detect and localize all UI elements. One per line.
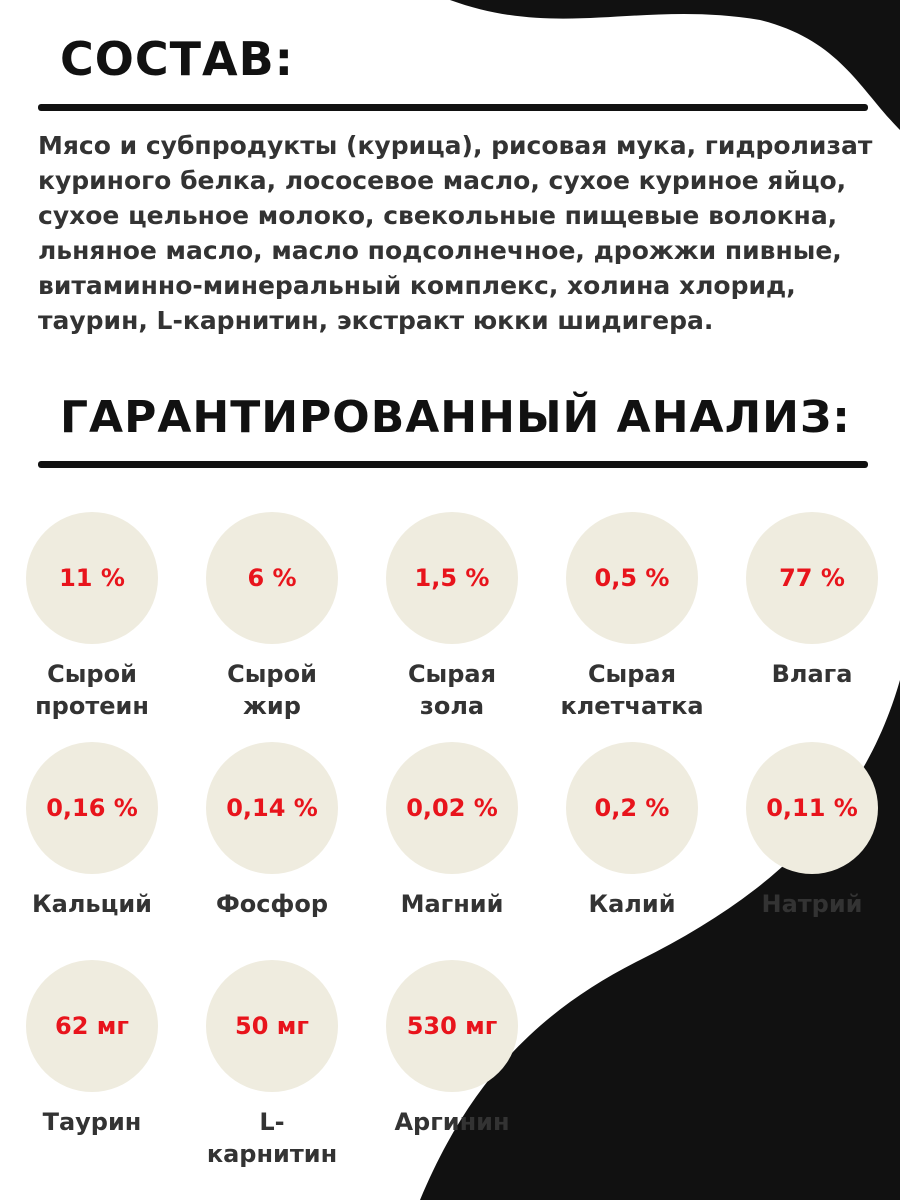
divider (38, 104, 868, 111)
item-label: Аргинин (394, 1108, 510, 1136)
composition-title: СОСТАВ: (60, 32, 295, 86)
analysis-title: ГАРАНТИРОВАННЫЙ АНАЛИЗ: (60, 392, 851, 443)
value-circle: 50 мг (206, 960, 338, 1092)
analysis-item: 0,5 % Сырая клетчатка (547, 512, 717, 722)
analysis-item: 530 мг Аргинин (367, 960, 537, 1138)
value-circle: 0,14 % (206, 742, 338, 874)
composition-text: Мясо и субпродукты (курица), рисовая мук… (38, 131, 873, 335)
value-circle: 0,11 % (746, 742, 878, 874)
analysis-item: 0,2 % Калий (547, 742, 717, 920)
item-label: Фосфор (216, 890, 328, 918)
analysis-item: 0,11 % Натрий (727, 742, 897, 920)
analysis-item: 50 мг L-карнитин (187, 960, 357, 1170)
value-circle: 6 % (206, 512, 338, 644)
analysis-item: 62 мг Таурин (7, 960, 177, 1138)
analysis-item: 77 % Влага (727, 512, 897, 690)
value-circle: 11 % (26, 512, 158, 644)
item-label: Влага (771, 660, 853, 688)
item-label: Кальций (32, 890, 152, 918)
item-label: Сырая зола (407, 660, 497, 720)
value-circle: 62 мг (26, 960, 158, 1092)
analysis-item: 1,5 % Сырая зола (367, 512, 537, 722)
analysis-item: 11 % Сырой протеин (7, 512, 177, 722)
analysis-item: 0,02 % Магний (367, 742, 537, 920)
value-circle: 0,5 % (566, 512, 698, 644)
analysis-item: 6 % Сырой жир (187, 512, 357, 722)
item-label: L-карнитин (206, 1108, 338, 1168)
divider (38, 461, 868, 468)
item-label: Сырой протеин (35, 660, 149, 720)
item-label: Магний (400, 890, 504, 918)
value-circle: 0,16 % (26, 742, 158, 874)
analysis-item: 0,16 % Кальций (7, 742, 177, 920)
item-label: Калий (588, 890, 676, 918)
value-circle: 77 % (746, 512, 878, 644)
item-label: Таурин (42, 1108, 142, 1136)
value-circle: 0,02 % (386, 742, 518, 874)
item-label: Натрий (761, 890, 863, 918)
value-circle: 1,5 % (386, 512, 518, 644)
item-label: Сырой жир (227, 660, 317, 720)
item-label: Сырая клетчатка (560, 660, 704, 720)
analysis-item: 0,14 % Фосфор (187, 742, 357, 920)
value-circle: 0,2 % (566, 742, 698, 874)
value-circle: 530 мг (386, 960, 518, 1092)
